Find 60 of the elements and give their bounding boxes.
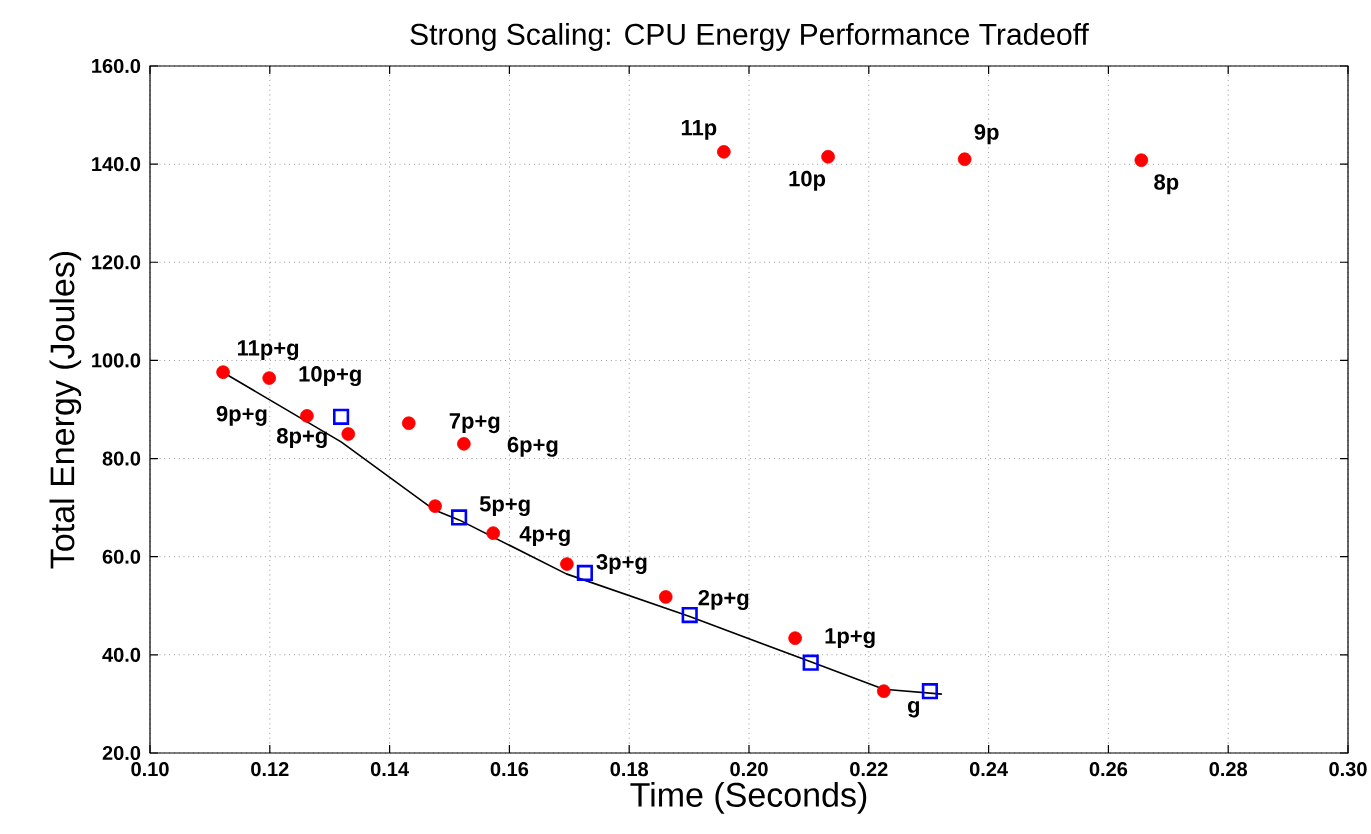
annotation: 10p [789, 170, 826, 191]
annotation: 10p+g [299, 366, 361, 387]
point [216, 365, 230, 379]
y-tick-label: 100.0 [92, 353, 141, 368]
x-tick-label: 0.12 [251, 762, 289, 777]
annotation: 9p [974, 124, 999, 145]
point [341, 427, 356, 441]
y-tick-label: 160.0 [92, 58, 141, 74]
point [576, 564, 593, 581]
point [957, 152, 972, 167]
annotation: 11p+g [237, 340, 299, 361]
annotation: 8p+g [276, 428, 327, 449]
point [457, 437, 471, 451]
point [428, 499, 442, 513]
y-tick-label: 40.0 [102, 647, 141, 662]
y-tick-label: 120.0 [92, 255, 141, 270]
point [486, 526, 501, 540]
x-tick-label: 0.18 [610, 762, 649, 777]
x-tick-label: 0.24 [969, 762, 1008, 777]
y-tick-label: 140.0 [92, 157, 141, 172]
x-tick-label: 0.22 [850, 762, 888, 777]
y-tick-label: 80.0 [102, 451, 141, 466]
x-tick-label: 0.30 [1329, 762, 1367, 777]
point [802, 654, 819, 671]
x-tick-label: 0.10 [131, 762, 169, 777]
point [450, 509, 468, 526]
x-tick-label: 0.16 [490, 762, 529, 777]
y-tick-label: 60.0 [102, 549, 141, 564]
annotation: 3p+g [596, 554, 647, 575]
chart-title: Strong Scaling: CPU Energy Performance Tradeoff [410, 22, 1089, 51]
point [788, 631, 802, 645]
point [876, 684, 891, 698]
point [560, 557, 574, 571]
annotation: g [907, 700, 920, 718]
point [681, 607, 698, 624]
x-tick-label: 0.26 [1089, 762, 1128, 777]
annotation: 9p+g [216, 405, 267, 426]
point [658, 590, 673, 604]
annotation: 1p+g [825, 628, 875, 649]
annotation: 4p+g [519, 526, 570, 547]
point [821, 149, 835, 164]
point [717, 145, 731, 159]
point [262, 371, 276, 385]
point [401, 416, 416, 431]
annotation: 11p [681, 120, 717, 140]
annotation: 7p+g [449, 413, 500, 434]
point [921, 683, 939, 700]
annotation: 8p [1154, 174, 1179, 195]
annotation: 5p+g [479, 496, 530, 517]
x-tick-label: 0.20 [730, 762, 768, 777]
y-axis-title: Total Energy (Joules) [49, 251, 82, 569]
x-tick-label: 0.28 [1209, 762, 1248, 777]
y-tick-label: 20.0 [102, 745, 141, 761]
annotation: 6p+g [507, 436, 558, 457]
x-tick-label: 0.14 [370, 762, 409, 777]
x-axis-title: Time (Seconds) [630, 781, 867, 814]
annotation: 2p+g [698, 589, 749, 610]
point [300, 409, 314, 423]
point [1134, 153, 1149, 167]
point [332, 408, 350, 425]
